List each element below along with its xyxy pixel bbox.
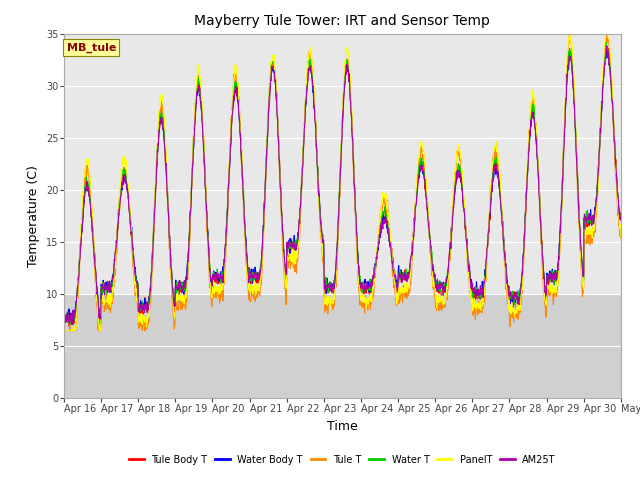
Legend: Tule Body T, Water Body T, Tule T, Water T, PanelT, AM25T: Tule Body T, Water Body T, Tule T, Water… xyxy=(125,451,560,468)
X-axis label: Time: Time xyxy=(327,420,358,432)
Bar xyxy=(64,294,621,398)
Text: MB_tule: MB_tule xyxy=(67,43,116,53)
Title: Mayberry Tule Tower: IRT and Sensor Temp: Mayberry Tule Tower: IRT and Sensor Temp xyxy=(195,14,490,28)
Y-axis label: Temperature (C): Temperature (C) xyxy=(28,165,40,267)
